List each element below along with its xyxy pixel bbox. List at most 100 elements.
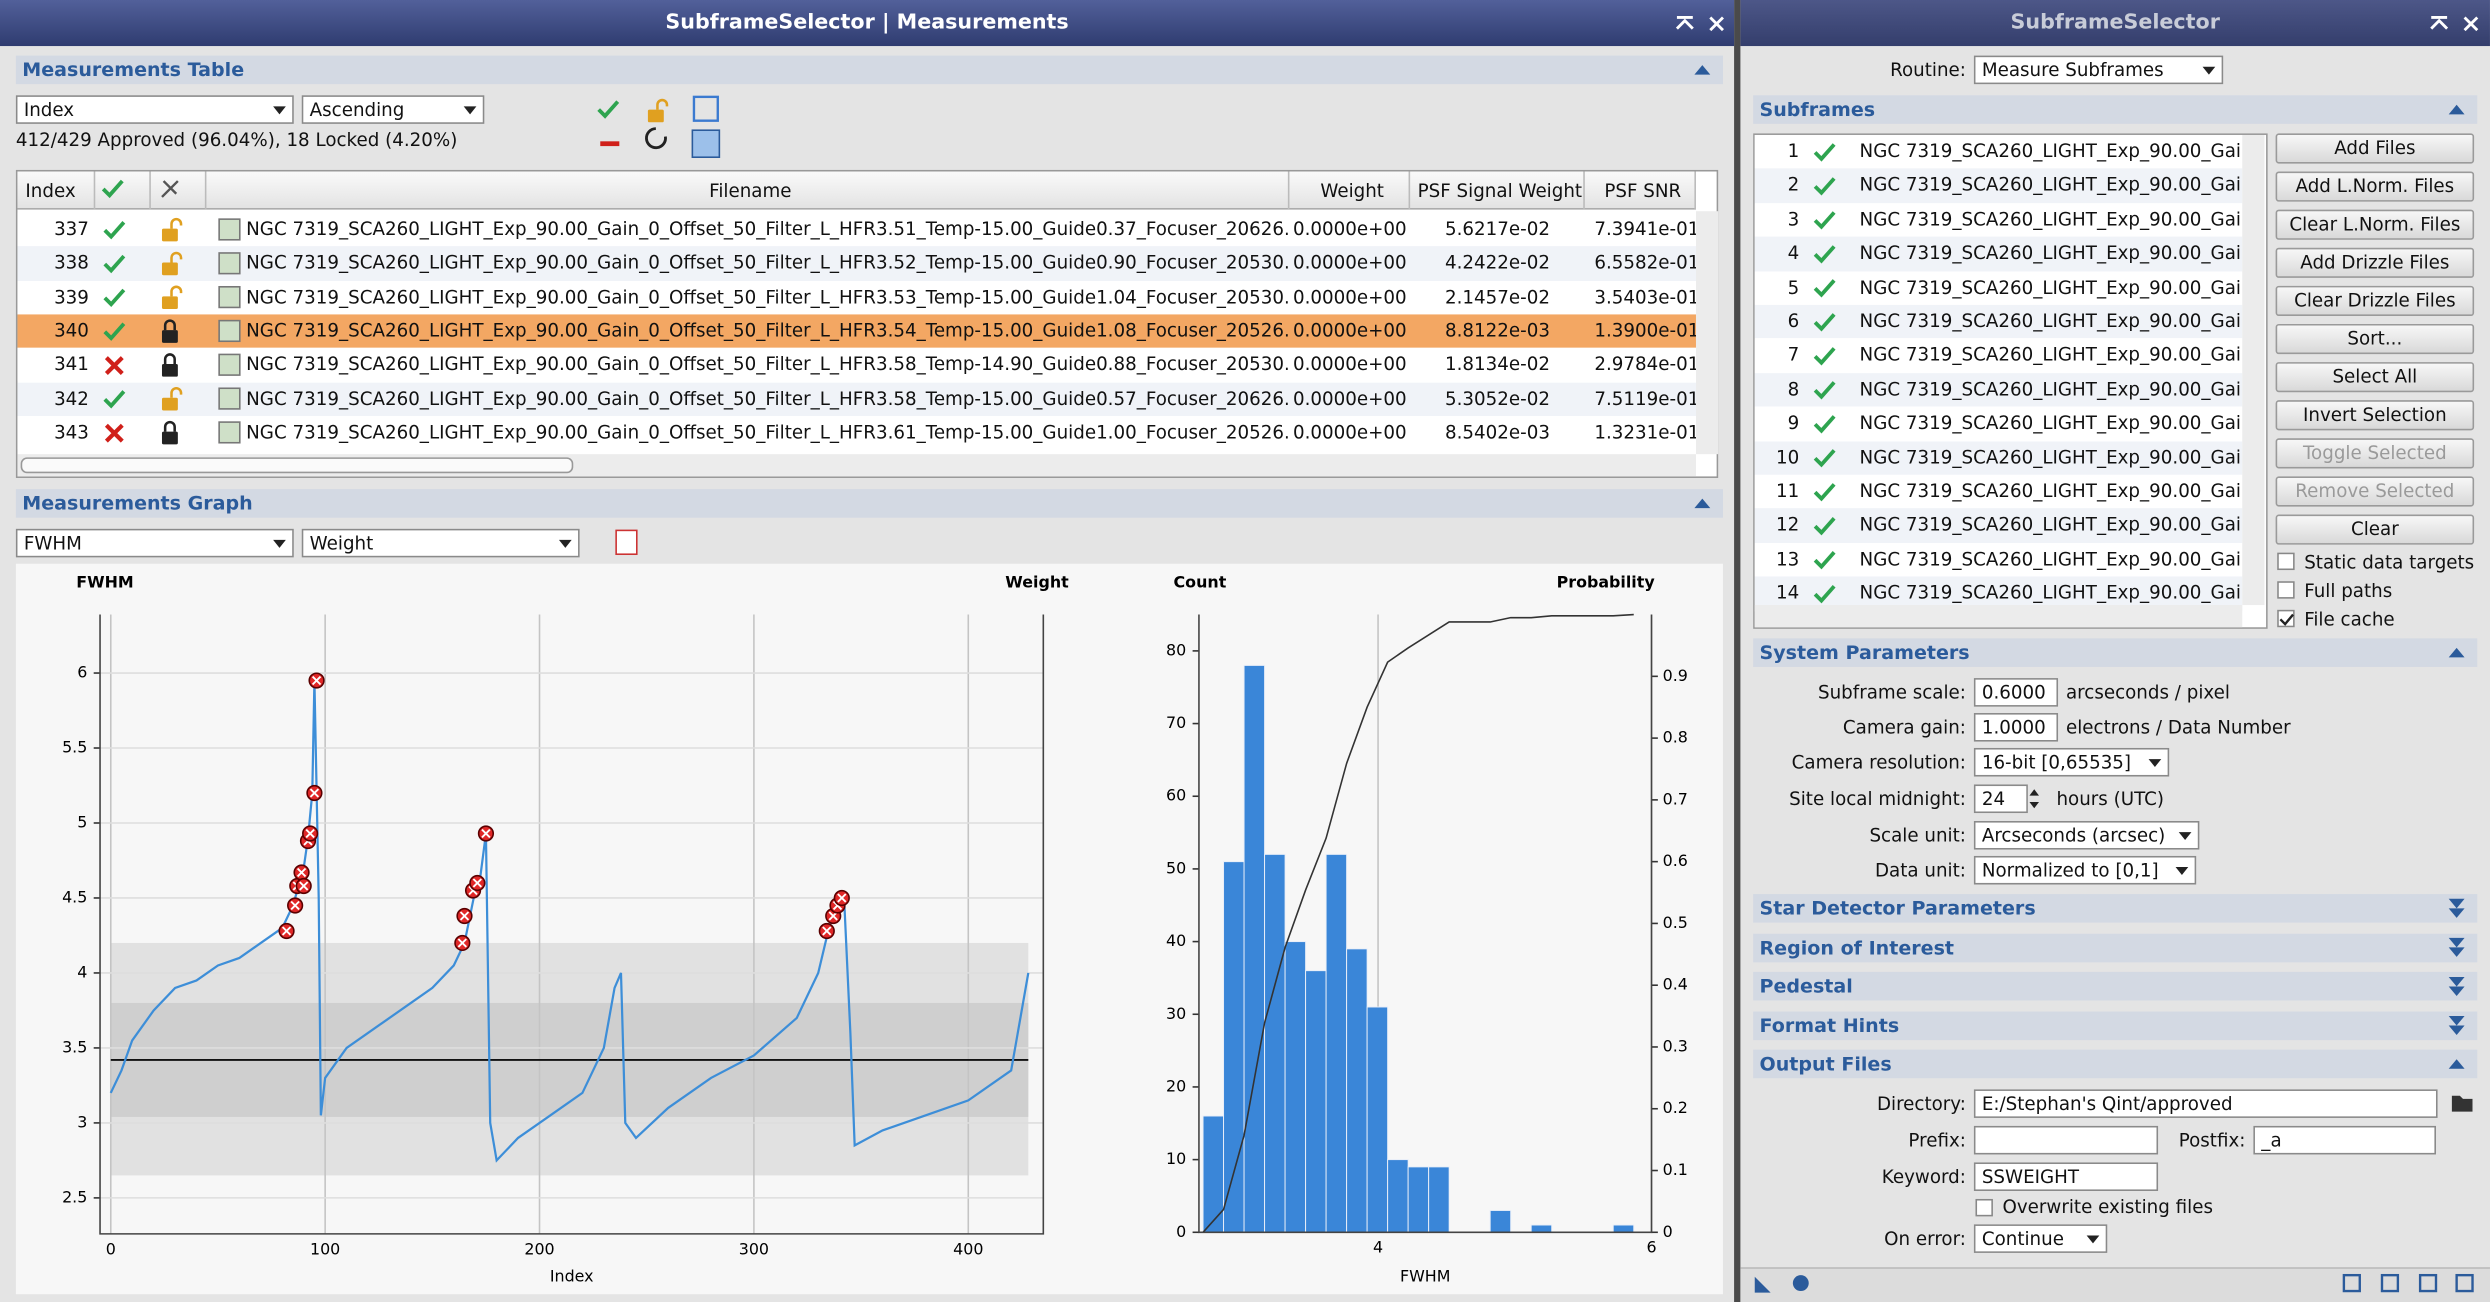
button[interactable]: Select All: [2275, 362, 2475, 393]
file-index: 1: [1787, 139, 1800, 162]
section-header: Subframes: [1753, 95, 2478, 124]
button[interactable]: Add Drizzle Files: [2275, 247, 2475, 278]
field-input[interactable]: E:/Stephan's Qint/approved: [1973, 1089, 2438, 1118]
field-label: Scale unit:: [1869, 824, 1966, 847]
file-row[interactable]: [1754, 406, 2243, 441]
file-index: 4: [1787, 241, 1800, 264]
column-header: Filename: [206, 171, 1290, 210]
file-row[interactable]: [1754, 304, 2243, 339]
field-label: Camera gain:: [1842, 716, 1966, 739]
button[interactable]: Add L.Norm. Files: [2275, 171, 2475, 202]
table-row[interactable]: [17, 314, 1696, 349]
column-header: PSF Signal Weight: [1410, 171, 1585, 210]
field-label: Camera resolution:: [1791, 751, 1966, 774]
button[interactable]: Clear L.Norm. Files: [2275, 209, 2475, 240]
file-index: 9: [1787, 411, 1800, 434]
field-label: Prefix:: [1908, 1129, 1966, 1152]
row-psf-snr: 1.3900e-01: [1594, 319, 1696, 342]
file-row[interactable]: [1754, 508, 2243, 543]
table-header: [17, 171, 1696, 210]
row-weight: 0.0000e+00: [1292, 251, 1407, 274]
window-title: SubframeSelector: [2010, 11, 2220, 35]
button[interactable]: Add Files: [2275, 133, 2475, 164]
graph-y-property[interactable]: Weight: [301, 528, 580, 558]
file-name: NGC 7319_SCA260_LIGHT_Exp_90.00_Gain_0: [1859, 445, 2243, 468]
table-row[interactable]: [17, 415, 1696, 450]
table-row[interactable]: [17, 348, 1696, 382]
row-filename: NGC 7319_SCA260_LIGHT_Exp_90.00_Gain_0_O…: [246, 420, 1288, 443]
title-bar: [1740, 0, 2490, 47]
checkbox[interactable]: [1975, 1198, 1993, 1217]
table-row[interactable]: [17, 381, 1696, 416]
field-input[interactable]: _a: [2253, 1125, 2436, 1155]
section-header[interactable]: Star Detector Parameters: [1753, 894, 2478, 923]
file-index: 10: [1775, 445, 1800, 468]
button[interactable]: Sort...: [2275, 323, 2475, 355]
row-weight: 0.0000e+00: [1292, 352, 1407, 376]
on-error-select[interactable]: Continue: [1973, 1224, 2108, 1253]
sort-order[interactable]: Ascending: [301, 95, 485, 124]
scroll-thumb: [20, 457, 574, 474]
field-select[interactable]: 16-bit [0,65535]: [1973, 747, 2170, 777]
sort-property[interactable]: Index: [15, 95, 294, 124]
section-header: Output Files: [1753, 1049, 2478, 1079]
file-row[interactable]: [1754, 372, 2243, 407]
section-header[interactable]: Pedestal: [1753, 972, 2478, 1001]
row-index: 339: [54, 285, 89, 308]
file-index: 13: [1775, 547, 1800, 570]
field-input[interactable]: SSWEIGHT: [1973, 1162, 2159, 1191]
routine-select[interactable]: Measure Subframes: [1973, 55, 2224, 85]
checkbox[interactable]: [2277, 581, 2295, 599]
file-name: NGC 7319_SCA260_LIGHT_Exp_90.00_Gain_0: [1859, 173, 2243, 196]
field-input[interactable]: 24: [1973, 784, 2028, 814]
field-label: On error:: [1884, 1227, 1966, 1250]
file-index: 8: [1787, 377, 1800, 400]
checkbox[interactable]: [2277, 609, 2295, 628]
button[interactable]: Invert Selection: [2275, 400, 2475, 431]
column-header: Index: [19, 171, 96, 210]
field-input[interactable]: 0.6000: [1973, 678, 2059, 707]
file-row[interactable]: [1754, 474, 2243, 509]
row-psf-signal-weight: 8.8122e-03: [1444, 319, 1550, 342]
file-row[interactable]: [1754, 542, 2243, 577]
checkbox[interactable]: [2277, 552, 2295, 571]
field-select[interactable]: Normalized to [0,1]: [1973, 855, 2197, 885]
row-weight: 0.0000e+00: [1292, 420, 1407, 443]
field-input[interactable]: [1973, 1125, 2159, 1155]
graph-x-property[interactable]: FWHM: [15, 528, 294, 558]
file-row[interactable]: [1754, 338, 2243, 373]
table-row[interactable]: [17, 212, 1696, 247]
field-input[interactable]: 1.0000: [1973, 713, 2059, 742]
bottom-bar: [1740, 1267, 2490, 1302]
file-row[interactable]: [1754, 236, 2243, 271]
status-text: 412/429 Approved (96.04%), 18 Locked (4.…: [15, 128, 458, 151]
graph-panel: [15, 563, 1723, 1295]
field-label: Postfix:: [2178, 1129, 2246, 1152]
section-header: System Parameters: [1753, 638, 2478, 667]
section-header[interactable]: Region of Interest: [1753, 933, 2478, 962]
file-index: 3: [1787, 207, 1800, 230]
field-select[interactable]: Arcseconds (arcsec): [1973, 820, 2200, 850]
file-row[interactable]: [1754, 270, 2243, 305]
file-name: NGC 7319_SCA260_LIGHT_Exp_90.00_Gain_0: [1859, 513, 2243, 536]
field-label: Keyword:: [1881, 1165, 1966, 1188]
row-weight: 0.0000e+00: [1292, 217, 1407, 240]
row-psf-signal-weight: 8.5402e-03: [1444, 420, 1550, 443]
section-header: Measurements Graph: [15, 489, 1723, 518]
table-row[interactable]: [17, 280, 1696, 315]
file-row[interactable]: [1754, 134, 2243, 169]
file-index: 5: [1787, 275, 1800, 298]
table-row[interactable]: [17, 246, 1696, 281]
button[interactable]: Clear Drizzle Files: [2275, 285, 2475, 317]
section-header[interactable]: Format Hints: [1753, 1011, 2478, 1040]
file-row[interactable]: [1754, 168, 2243, 203]
row-psf-snr: 3.5403e-01: [1594, 285, 1696, 308]
file-row[interactable]: [1754, 202, 2243, 237]
file-name: NGC 7319_SCA260_LIGHT_Exp_90.00_Gain_0: [1859, 479, 2243, 502]
file-row[interactable]: [1754, 440, 2243, 475]
button[interactable]: Clear: [2275, 514, 2475, 545]
file-name: NGC 7319_SCA260_LIGHT_Exp_90.00_Gain_0: [1859, 581, 2243, 604]
file-name: NGC 7319_SCA260_LIGHT_Exp_90.00_Gain_0: [1859, 547, 2243, 570]
